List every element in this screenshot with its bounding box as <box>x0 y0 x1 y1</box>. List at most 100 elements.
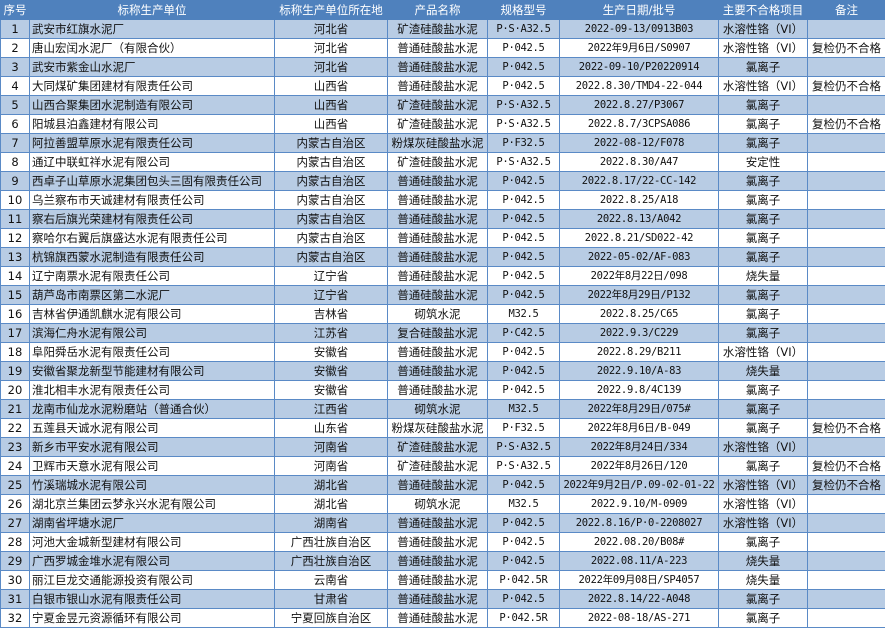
cell-defect: 水溶性铬（VI） <box>718 437 808 457</box>
cell-date-batch: 2022年8月26日/120 <box>559 456 719 476</box>
cell-manufacturer: 广西罗城金堆水泥有限公司 <box>29 551 275 571</box>
cell-index: 4 <box>0 76 30 96</box>
cell-defect: 水溶性铬（VI） <box>718 475 808 495</box>
cell-index: 28 <box>0 532 30 552</box>
table-row: 2 唐山宏闰水泥厂（有限合伙） 河北省 普通硅酸盐水泥 P·042.5 2022年9月6日… <box>0 38 885 58</box>
cell-spec: P·042.5 <box>487 171 560 191</box>
table-row: 22 五莲县天诚水泥有限公司 山东省 粉煤灰硅酸盐水泥 P·F32.5 2022年8月6日… <box>0 418 885 438</box>
cell-defect: 烧失量 <box>718 551 808 571</box>
cell-date-batch: 2022.8.27/P3067 <box>559 95 719 115</box>
cell-product: 粉煤灰硅酸盐水泥 <box>387 418 488 438</box>
cell-manufacturer: 葫芦岛市南票区第二水泥厂 <box>29 285 275 305</box>
cell-index: 29 <box>0 551 30 571</box>
cell-product: 矿渣硅酸盐水泥 <box>387 114 488 134</box>
cell-date-batch: 2022.8.30/TMD4-22-044 <box>559 76 719 96</box>
table-header-row: 序号 标称生产单位 标称生产单位所在地 产品名称 规格型号 生产日期/批号 主要不合格项目备… <box>0 0 885 20</box>
cell-manufacturer: 杭锦旗西蒙水泥制造有限责任公司 <box>29 247 275 267</box>
cell-index: 22 <box>0 418 30 438</box>
table-row: 23 新乡市平安水泥有限公司 河南省 矿渣硅酸盐水泥 P·S·A32.5 2022年8月2… <box>0 437 885 457</box>
cell-manufacturer: 安徽省聚龙新型节能建材有限公司 <box>29 361 275 381</box>
cell-location: 山西省 <box>274 76 388 96</box>
table-row: 5 山西合聚集团水泥制造有限公司 山西省 矿渣硅酸盐水泥 P·S·A32.5 2022.8… <box>0 95 885 115</box>
cell-product: 矿渣硅酸盐水泥 <box>387 437 488 457</box>
cell-location: 云南省 <box>274 570 388 590</box>
cell-spec: P·S·A32.5 <box>487 456 560 476</box>
cell-note <box>807 171 885 191</box>
cell-spec: P·F32.5 <box>487 418 560 438</box>
cell-index: 8 <box>0 152 30 172</box>
cell-spec: P·042.5 <box>487 190 560 210</box>
cell-spec: P·S·A32.5 <box>487 19 560 39</box>
table-row: 14 辽宁南票水泥有限责任公司 辽宁省 普通硅酸盐水泥 P·042.5 2022年8月22… <box>0 266 885 286</box>
cell-defect: 水溶性铬（VI） <box>718 19 808 39</box>
cell-note <box>807 570 885 590</box>
cell-spec: P·042.5 <box>487 551 560 571</box>
cell-defect: 水溶性铬（VI） <box>718 38 808 58</box>
cell-note <box>807 399 885 419</box>
cell-date-batch: 2022年9月6日/S0907 <box>559 38 719 58</box>
cell-product: 普通硅酸盐水泥 <box>387 57 488 77</box>
cell-index: 27 <box>0 513 30 533</box>
cell-spec: P·042.5 <box>487 285 560 305</box>
cell-location: 湖北省 <box>274 494 388 514</box>
cell-note <box>807 437 885 457</box>
cell-date-batch: 2022.8.25/A18 <box>559 190 719 210</box>
table-row: 7 阿拉善盟草原水泥有限责任公司 内蒙古自治区 粉煤灰硅酸盐水泥 P·F32.5 2022… <box>0 133 885 153</box>
cell-product: 砌筑水泥 <box>387 399 488 419</box>
cell-manufacturer: 吉林省伊通凯麒水泥有限公司 <box>29 304 275 324</box>
cell-index: 1 <box>0 19 30 39</box>
cell-note <box>807 152 885 172</box>
cell-index: 19 <box>0 361 30 381</box>
cell-location: 河南省 <box>274 437 388 457</box>
cell-note <box>807 266 885 286</box>
table-row: 19 安徽省聚龙新型节能建材有限公司 安徽省 普通硅酸盐水泥 P·042.5 2022.9… <box>0 361 885 381</box>
table-row: 8 通辽中联虹祥水泥有限公司 内蒙古自治区 矿渣硅酸盐水泥 P·S·A32.5 2022.… <box>0 152 885 172</box>
table-row: 16 吉林省伊通凯麒水泥有限公司 吉林省 砌筑水泥 M32.5 2022.8.25/C65… <box>0 304 885 324</box>
cell-location: 河南省 <box>274 456 388 476</box>
cell-defect: 水溶性铬（VI） <box>718 513 808 533</box>
cell-product: 普通硅酸盐水泥 <box>387 266 488 286</box>
table-row: 17 滨海仁舟水泥有限公司 江苏省 复合硅酸盐水泥 P·C42.5 2022.9.3/C2… <box>0 323 885 343</box>
cell-date-batch: 2022.9.3/C229 <box>559 323 719 343</box>
cell-index: 17 <box>0 323 30 343</box>
cell-spec: P·C42.5 <box>487 323 560 343</box>
table-row: 31 白银市银山水泥有限责任公司 甘肃省 普通硅酸盐水泥 P·042.5 2022.8.1… <box>0 589 885 609</box>
cell-index: 16 <box>0 304 30 324</box>
table-row: 1 武安市红旗水泥厂 河北省 矿渣硅酸盐水泥 P·S·A32.5 2022-09-13/0… <box>0 19 885 39</box>
cell-defect: 氯离子 <box>718 304 808 324</box>
cell-defect: 氯离子 <box>718 399 808 419</box>
cell-note <box>807 57 885 77</box>
header-note: 备注 <box>807 0 885 20</box>
table-row: 9 西卓子山草原水泥集团包头三固有限责任公司 内蒙古自治区 普通硅酸盐水泥 P·042.… <box>0 171 885 191</box>
cell-spec: P·042.5 <box>487 266 560 286</box>
cell-date-batch: 2022年8月29日/P132 <box>559 285 719 305</box>
cell-manufacturer: 五莲县天诚水泥有限公司 <box>29 418 275 438</box>
cell-manufacturer: 山西合聚集团水泥制造有限公司 <box>29 95 275 115</box>
header-manufacturer: 标称生产单位 <box>29 0 275 20</box>
cell-date-batch: 2022-08-18/AS-271 <box>559 608 719 628</box>
cell-location: 内蒙古自治区 <box>274 247 388 267</box>
cell-spec: M32.5 <box>487 494 560 514</box>
cell-date-batch: 2022年9月2日/P.09-02-01-22 <box>559 475 719 495</box>
cell-note: 复检仍不合格 <box>807 418 885 438</box>
cell-product: 砌筑水泥 <box>387 494 488 514</box>
cell-manufacturer: 白银市银山水泥有限责任公司 <box>29 589 275 609</box>
cell-spec: M32.5 <box>487 399 560 419</box>
cell-product: 普通硅酸盐水泥 <box>387 380 488 400</box>
cell-index: 18 <box>0 342 30 362</box>
cell-spec: P·042.5 <box>487 57 560 77</box>
cell-index: 2 <box>0 38 30 58</box>
header-date-batch: 生产日期/批号 <box>559 0 719 20</box>
cell-defect: 氯离子 <box>718 608 808 628</box>
cell-location: 山东省 <box>274 418 388 438</box>
cell-product: 普通硅酸盐水泥 <box>387 209 488 229</box>
cell-defect: 氯离子 <box>718 190 808 210</box>
cell-spec: P·042.5 <box>487 209 560 229</box>
cell-product: 普通硅酸盐水泥 <box>387 570 488 590</box>
cell-location: 山西省 <box>274 114 388 134</box>
cell-spec: P·042.5 <box>487 228 560 248</box>
table-row: 15 葫芦岛市南票区第二水泥厂 辽宁省 普通硅酸盐水泥 P·042.5 2022年8月29… <box>0 285 885 305</box>
cell-index: 9 <box>0 171 30 191</box>
cell-manufacturer: 淮北相丰水泥有限责任公司 <box>29 380 275 400</box>
cell-note <box>807 133 885 153</box>
